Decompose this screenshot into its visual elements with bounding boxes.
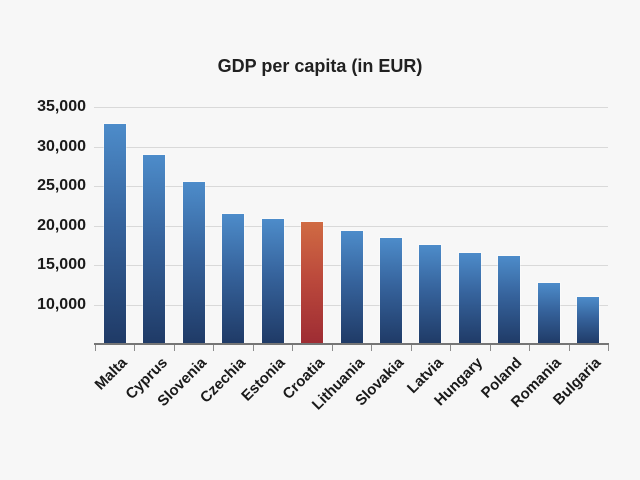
x-axis-tick <box>568 345 570 351</box>
plot-area <box>94 107 608 344</box>
y-axis-label-25000: 25,000 <box>37 177 86 194</box>
bar-hungary <box>458 253 481 344</box>
bar-slovakia <box>379 238 402 344</box>
gridline-25000 <box>94 186 608 187</box>
y-axis-label-15000: 15,000 <box>37 256 86 273</box>
bar-czechia <box>222 214 245 344</box>
x-axis-tick <box>213 345 215 351</box>
x-axis-tick <box>410 345 412 351</box>
x-axis-label-estonia: Estonia <box>238 354 289 405</box>
y-axis-label-10000: 10,000 <box>37 295 86 313</box>
gridline-35000 <box>94 107 608 108</box>
chart-title: GDP per capita (in EUR) <box>217 56 423 76</box>
gridline-20000 <box>94 225 608 227</box>
x-axis-tick <box>371 345 373 351</box>
x-axis-tick <box>450 345 452 351</box>
bar-poland <box>498 256 521 344</box>
bar-slovenia <box>182 182 205 344</box>
x-axis-tick <box>331 345 333 351</box>
y-axis-label-20000: 20,000 <box>37 216 86 234</box>
bar-cyprus <box>143 155 166 344</box>
bar-croatia <box>301 222 324 344</box>
bar-romania <box>537 283 560 344</box>
bar-bulgaria <box>577 296 600 344</box>
y-axis-label-35000: 35,000 <box>37 98 86 115</box>
x-axis-tick <box>608 345 609 351</box>
x-axis-tick <box>489 345 491 351</box>
bar-estonia <box>261 219 284 344</box>
y-axis-label-30000: 30,000 <box>37 137 86 155</box>
x-axis-tick <box>134 345 136 351</box>
x-axis-tick <box>292 345 294 351</box>
x-axis-tick <box>95 345 96 351</box>
x-axis-tick <box>529 345 531 351</box>
x-axis-tick <box>252 345 254 351</box>
bar-latvia <box>419 244 442 344</box>
x-axis-tick <box>173 345 175 351</box>
gridline-30000 <box>94 146 608 148</box>
x-axis-line <box>94 343 609 345</box>
bar-malta <box>103 124 126 344</box>
bar-lithuania <box>340 231 363 344</box>
